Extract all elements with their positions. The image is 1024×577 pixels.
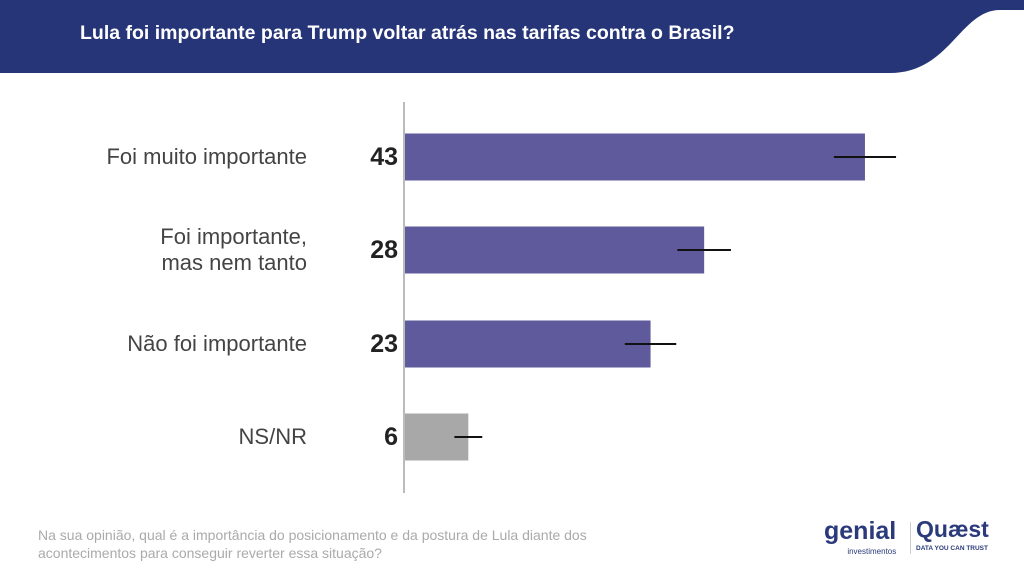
category-label: Foi muito importante bbox=[106, 144, 307, 169]
bar bbox=[404, 226, 705, 274]
value-label: 28 bbox=[370, 236, 398, 264]
chart-title: Lula foi importante para Trump voltar at… bbox=[80, 22, 735, 44]
value-label: 6 bbox=[384, 423, 398, 451]
genial-logo: genial investimentos bbox=[824, 517, 897, 556]
bar bbox=[404, 320, 651, 368]
category-label: Não foi importante bbox=[127, 331, 307, 356]
category-label: NS/NR bbox=[238, 424, 307, 449]
bar bbox=[404, 133, 865, 181]
value-label: 43 bbox=[370, 143, 398, 171]
header-banner bbox=[0, 0, 1024, 73]
survey-question: Na sua opinião, qual é a importância do … bbox=[38, 527, 587, 561]
category-label: Foi importante, mas nem tanto bbox=[160, 224, 307, 275]
quaest-logo: Quæst DATA YOU CAN TRUST bbox=[916, 516, 989, 552]
logo-divider bbox=[910, 522, 911, 554]
value-label: 23 bbox=[370, 330, 398, 358]
